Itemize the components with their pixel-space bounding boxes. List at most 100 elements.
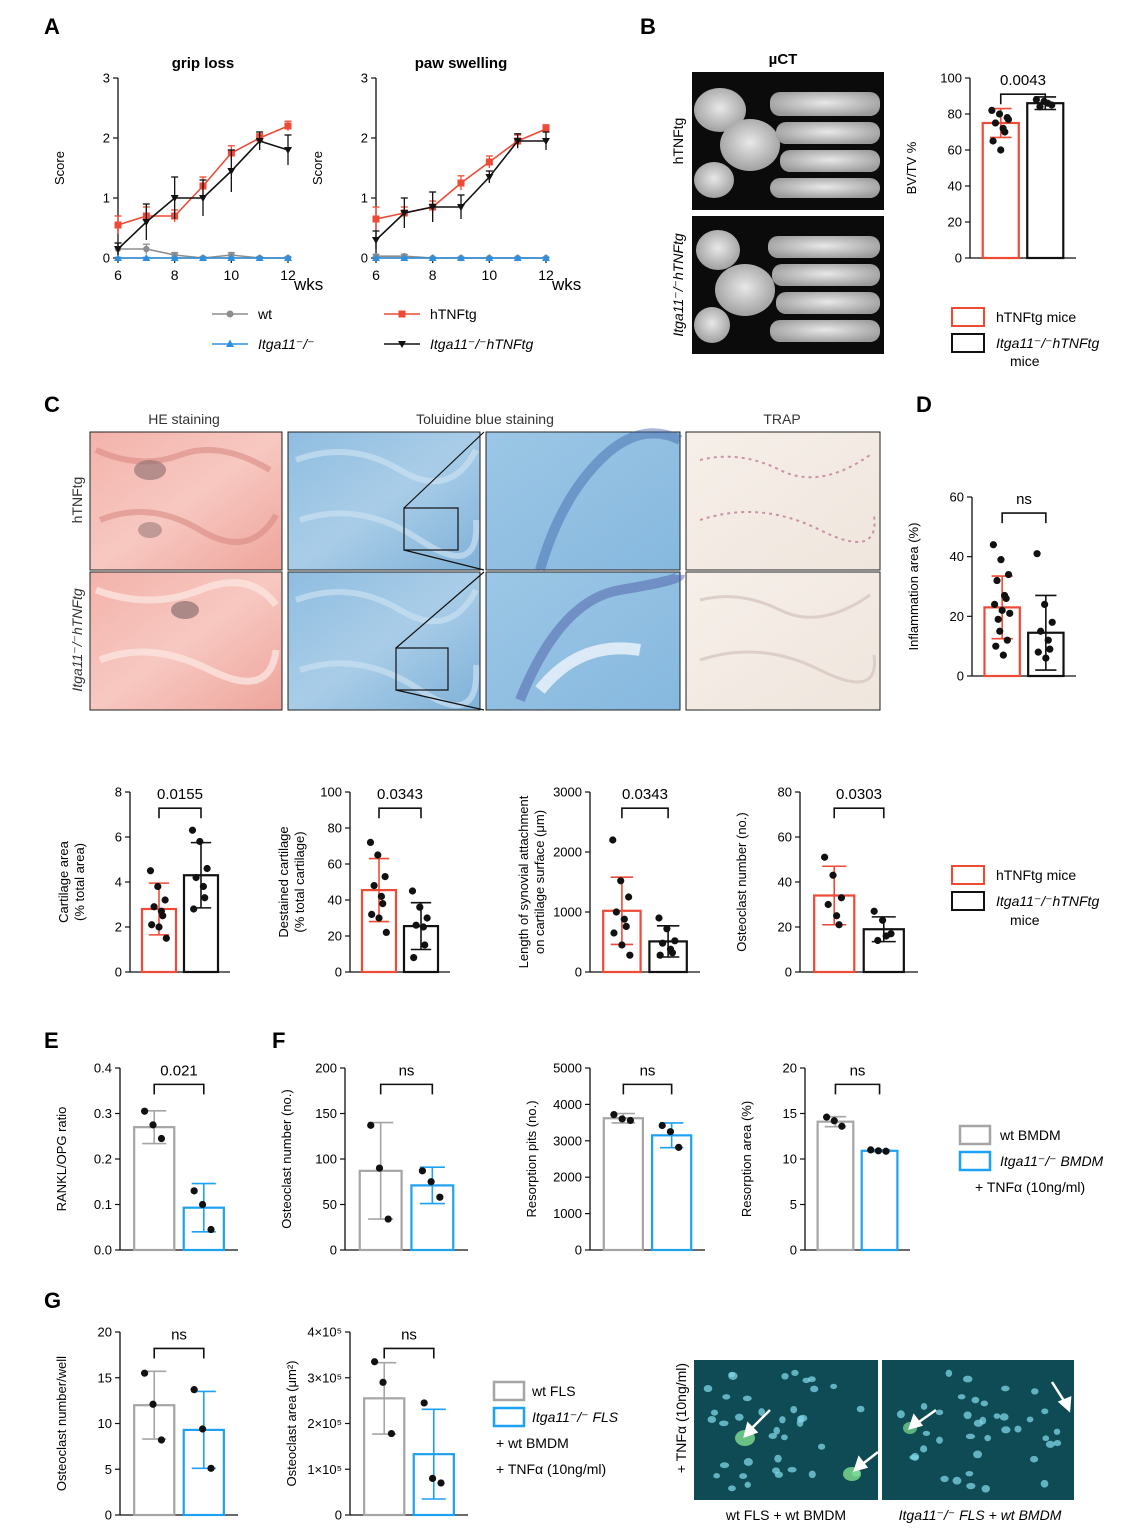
significance-bracket bbox=[1001, 512, 1047, 524]
significance-bracket bbox=[153, 1347, 205, 1359]
nucleus bbox=[936, 1436, 943, 1444]
data-point bbox=[170, 254, 179, 261]
data-point bbox=[658, 1121, 666, 1130]
significance-bracket bbox=[378, 807, 422, 819]
data-point bbox=[227, 168, 236, 175]
data-point bbox=[421, 941, 429, 949]
svg-text:Itga11⁻/⁻hTNFtg: Itga11⁻/⁻hTNFtg bbox=[996, 893, 1099, 909]
y-axis-label: on cartilage surface (μm) bbox=[532, 810, 547, 954]
nucleus bbox=[774, 1471, 783, 1478]
data-point bbox=[255, 254, 264, 261]
svg-text:wt FLS: wt FLS bbox=[531, 1383, 576, 1399]
y-tick-label: 5 bbox=[790, 1197, 797, 1212]
data-point bbox=[625, 893, 633, 901]
data-point bbox=[201, 894, 209, 902]
x-tick-label: 12 bbox=[538, 267, 554, 283]
data-point bbox=[142, 219, 151, 226]
data-point bbox=[992, 642, 1000, 650]
data-point bbox=[671, 937, 679, 945]
significance-bracket bbox=[833, 807, 885, 819]
data-point bbox=[157, 1134, 166, 1143]
data-point bbox=[159, 912, 167, 920]
data-point bbox=[998, 606, 1006, 614]
data-point bbox=[867, 1146, 875, 1154]
toluidine-zoom-2 bbox=[485, 571, 681, 711]
data-point bbox=[989, 541, 997, 549]
uct-row-label-1: hTNFtg bbox=[670, 118, 686, 165]
y-tick-label: 0 bbox=[790, 1243, 797, 1258]
y-axis-label: BV/TV % bbox=[904, 141, 919, 194]
p-value: ns bbox=[850, 1062, 866, 1079]
data-point bbox=[622, 922, 630, 931]
osteoclast-number-f-bar-chart: 0 50 100 150 200 Osteoclast number (no.) ns bbox=[279, 1061, 468, 1258]
y-axis-label: Osteoclast area (μm²) bbox=[284, 1361, 299, 1487]
data-point bbox=[400, 210, 409, 217]
data-point bbox=[161, 896, 169, 904]
data-point bbox=[114, 246, 122, 253]
x-tick-label: 6 bbox=[372, 267, 380, 283]
nucleus bbox=[963, 1411, 972, 1420]
data-point bbox=[1004, 115, 1013, 123]
nucleus bbox=[1014, 1425, 1022, 1433]
data-point bbox=[428, 204, 437, 211]
data-point bbox=[658, 939, 667, 947]
data-point bbox=[1032, 96, 1040, 104]
data-point bbox=[990, 600, 999, 609]
x-tick-label: 6 bbox=[114, 267, 122, 283]
svg-text:wt BMDM: wt BMDM bbox=[999, 1127, 1061, 1143]
resorption-pits-bar-chart: 0 1000 2000 3000 4000 5000 Resorption pits (no… bbox=[524, 1061, 705, 1258]
y-tick-label: 4000 bbox=[553, 1097, 582, 1112]
y-tick-label: 1 bbox=[103, 191, 110, 206]
data-point bbox=[372, 215, 380, 223]
y-tick-label: 20 bbox=[98, 1325, 112, 1340]
y-tick-label: 0 bbox=[785, 965, 792, 980]
data-point bbox=[870, 907, 878, 915]
uct-row-label-2: Itga11⁻/⁻hTNFtg bbox=[670, 233, 686, 336]
nucleus bbox=[935, 1409, 944, 1416]
data-point bbox=[1003, 636, 1011, 644]
nucleus bbox=[971, 1396, 980, 1404]
nucleus bbox=[742, 1395, 752, 1402]
y-tick-label: 2 bbox=[361, 131, 368, 146]
data-point bbox=[824, 900, 832, 909]
nucleus bbox=[966, 1482, 976, 1490]
data-point bbox=[190, 1187, 198, 1195]
osteoclast-area-bar-chart: 0 1×10⁵ 2×10⁵ 3×10⁵ 4×10⁵ Osteoclast area (μm… bbox=[284, 1325, 468, 1523]
data-point bbox=[833, 912, 841, 920]
data-point bbox=[196, 837, 204, 846]
y-tick-label: 100 bbox=[315, 1152, 337, 1167]
nucleus bbox=[817, 1443, 826, 1450]
col-label-toluidine: Toluidine blue staining bbox=[416, 411, 554, 427]
svg-text:Itga11⁻/⁻ BMDM: Itga11⁻/⁻ BMDM bbox=[1000, 1153, 1104, 1169]
nucleus bbox=[781, 1434, 788, 1441]
data-point bbox=[408, 887, 417, 895]
y-tick-label: 40 bbox=[778, 875, 792, 890]
data-point bbox=[372, 237, 380, 244]
nucleus bbox=[710, 1409, 719, 1416]
data-point bbox=[835, 921, 843, 929]
y-tick-label: 0 bbox=[957, 669, 964, 684]
data-point bbox=[140, 1369, 149, 1377]
svg-text:Itga11⁻/⁻hTNFtg: Itga11⁻/⁻hTNFtg bbox=[430, 336, 533, 352]
y-axis-label: Score bbox=[52, 151, 67, 185]
data-point bbox=[227, 254, 236, 261]
data-point bbox=[143, 245, 150, 253]
svg-text:mice: mice bbox=[1010, 353, 1040, 369]
y-tick-label: 15 bbox=[98, 1370, 112, 1385]
nucleus bbox=[781, 1372, 789, 1380]
nucleus bbox=[973, 1419, 983, 1427]
data-point bbox=[837, 894, 846, 902]
data-point bbox=[610, 1110, 618, 1119]
data-point bbox=[199, 195, 207, 202]
y-tick-label: 100 bbox=[320, 785, 342, 800]
nucleus bbox=[1045, 1440, 1055, 1448]
data-point bbox=[617, 877, 625, 885]
data-point bbox=[457, 204, 465, 211]
nucleus bbox=[744, 1481, 751, 1488]
data-point bbox=[829, 871, 837, 879]
data-point bbox=[140, 1107, 149, 1115]
arrow-head-icon bbox=[853, 1455, 869, 1472]
nucleus bbox=[1001, 1385, 1010, 1392]
data-point bbox=[420, 1399, 428, 1407]
col-label-he: HE staining bbox=[148, 411, 220, 427]
